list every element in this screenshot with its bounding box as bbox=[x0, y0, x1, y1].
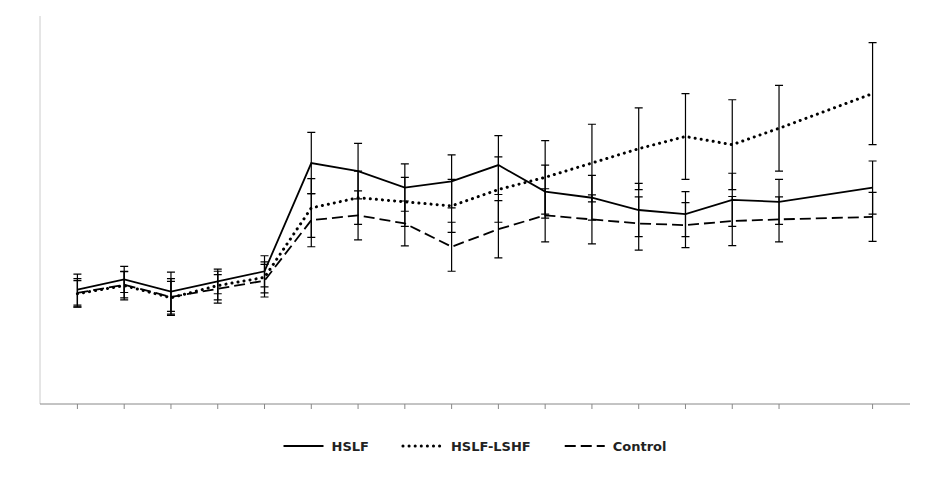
error-bar bbox=[681, 192, 689, 237]
error-bar bbox=[307, 132, 315, 193]
x-tick bbox=[732, 404, 733, 409]
x-tick bbox=[217, 404, 218, 409]
error-bar bbox=[354, 143, 362, 199]
legend-label: Control bbox=[613, 439, 667, 454]
legend-swatch bbox=[565, 445, 605, 447]
error-bar bbox=[494, 136, 502, 195]
error-bar bbox=[869, 161, 877, 214]
error-bar bbox=[214, 269, 222, 294]
x-tick bbox=[779, 404, 780, 409]
error-bar bbox=[448, 155, 456, 208]
x-tick bbox=[685, 404, 686, 409]
x-tick bbox=[170, 404, 171, 409]
x-tick bbox=[404, 404, 405, 409]
error-bar bbox=[635, 108, 643, 190]
error-bar bbox=[728, 173, 736, 226]
x-tick bbox=[311, 404, 312, 409]
axes bbox=[40, 16, 910, 409]
series bbox=[73, 43, 876, 315]
legend-swatch bbox=[284, 445, 324, 447]
x-tick bbox=[638, 404, 639, 409]
error-bar bbox=[635, 183, 643, 236]
series-line bbox=[77, 163, 872, 292]
x-tick bbox=[77, 404, 78, 409]
series-line bbox=[77, 94, 872, 298]
error-bar bbox=[167, 272, 175, 311]
x-tick bbox=[451, 404, 452, 409]
error-bar bbox=[775, 179, 783, 224]
legend-item: HSLF-LSHF bbox=[403, 439, 531, 454]
error-bar bbox=[541, 165, 549, 218]
x-tick bbox=[358, 404, 359, 409]
error-bar bbox=[120, 266, 128, 292]
error-bar bbox=[401, 164, 409, 211]
x-tick bbox=[124, 404, 125, 409]
legend-label: HSLF bbox=[332, 439, 369, 454]
series bbox=[73, 132, 876, 311]
legend: HSLF HSLF-LSHF Control bbox=[284, 439, 667, 454]
legend-swatch bbox=[403, 445, 443, 448]
chart: HSLF HSLF-LSHF Control bbox=[0, 0, 930, 484]
plot-area bbox=[73, 43, 876, 316]
legend-item: HSLF bbox=[284, 439, 369, 454]
error-bar bbox=[681, 94, 689, 180]
error-bar bbox=[73, 274, 81, 305]
error-bar bbox=[588, 175, 596, 220]
x-tick bbox=[498, 404, 499, 409]
legend-label: HSLF-LSHF bbox=[451, 439, 531, 454]
series bbox=[73, 189, 876, 316]
error-bar bbox=[261, 256, 269, 287]
legend-item: Control bbox=[565, 439, 667, 454]
error-bar bbox=[869, 43, 877, 145]
y-axis-line bbox=[40, 16, 41, 404]
x-tick bbox=[591, 404, 592, 409]
x-tick bbox=[545, 404, 546, 409]
error-bar bbox=[775, 85, 783, 171]
series-line bbox=[77, 215, 872, 297]
x-tick bbox=[264, 404, 265, 409]
x-tick bbox=[872, 404, 873, 409]
